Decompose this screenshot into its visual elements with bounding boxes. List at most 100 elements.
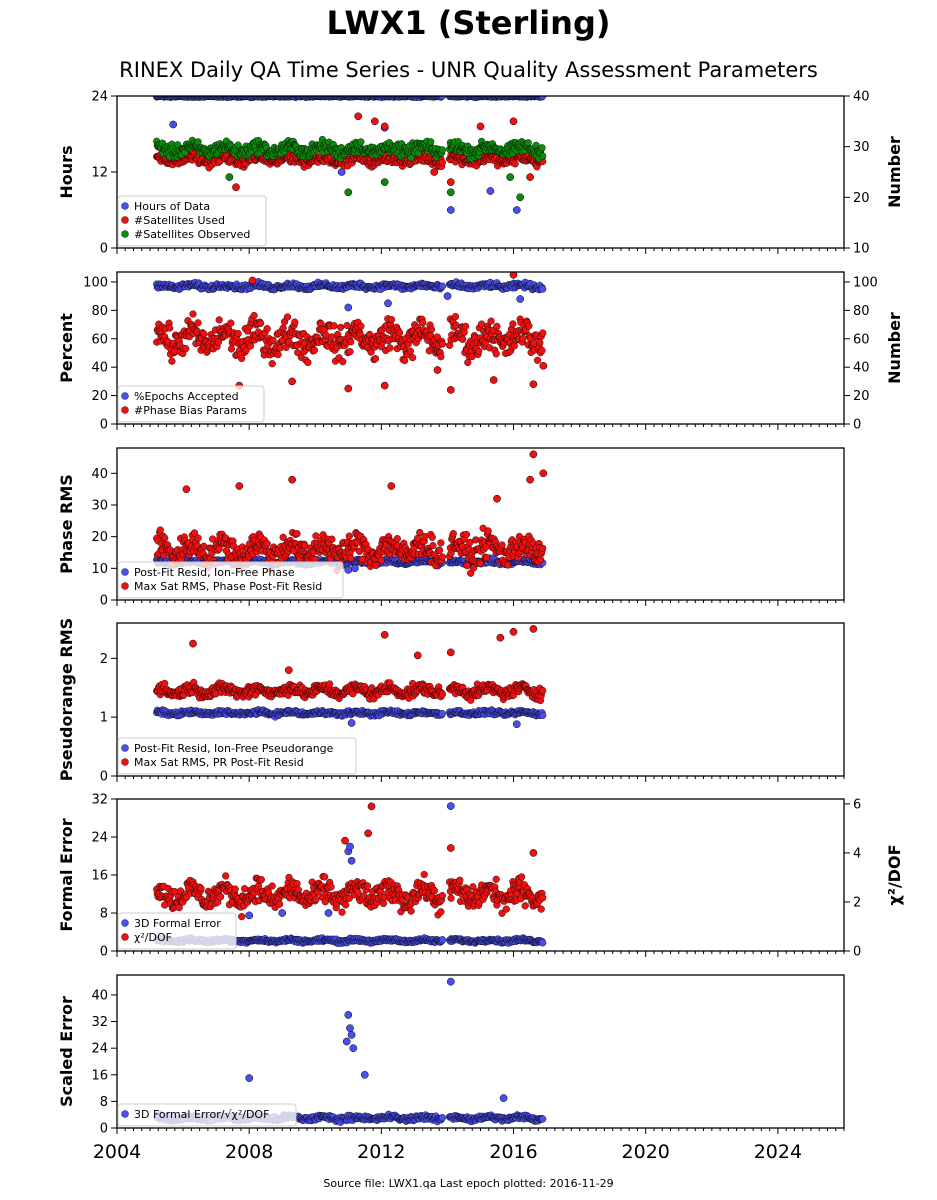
y-tick-label: 0 (100, 418, 108, 433)
data-point (539, 329, 547, 337)
y2-axis-label: Number (885, 312, 904, 384)
data-point-outlier (182, 485, 191, 494)
data-point-outlier (288, 475, 296, 484)
data-point (447, 549, 455, 557)
data-point-outlier (344, 566, 353, 574)
legend-entry: #Phase Bias Params (134, 404, 247, 417)
legend-marker (121, 216, 129, 224)
data-point (438, 158, 447, 167)
plot-area-4 (153, 625, 547, 729)
data-point-outlier (344, 188, 353, 197)
y2-tick-label: 100 (853, 275, 878, 290)
data-point (504, 561, 512, 569)
panel-2: 020406080100Percent020406080100Number%Ep… (57, 271, 904, 433)
data-point (227, 319, 235, 327)
series-green (153, 135, 547, 202)
data-point (345, 532, 353, 540)
data-point-outlier (232, 183, 240, 192)
data-point (536, 339, 544, 347)
data-point-outlier (512, 206, 521, 214)
data-point-outlier (344, 303, 353, 312)
data-point (493, 322, 501, 331)
series-blue (153, 278, 547, 312)
y-tick-label: 30 (91, 499, 108, 514)
data-point-outlier (248, 276, 257, 285)
data-point (257, 319, 265, 328)
data-point (401, 357, 409, 365)
data-point (433, 333, 441, 341)
data-point (377, 556, 385, 565)
data-point (168, 357, 176, 365)
y-tick-label: 24 (91, 90, 108, 105)
data-point-outlier (516, 193, 525, 202)
data-point (476, 559, 484, 567)
data-point-outlier (288, 377, 296, 386)
data-point (346, 348, 354, 356)
y2-axis-label: Number (885, 136, 904, 208)
y-tick-label: 10 (91, 562, 108, 577)
data-point (438, 146, 447, 154)
data-point-outlier (509, 272, 518, 279)
data-point (427, 138, 435, 146)
data-point (427, 325, 436, 334)
y-tick-label: 0 (100, 594, 108, 609)
data-point (416, 528, 424, 537)
legend-box (117, 385, 265, 423)
data-point-outlier (354, 112, 363, 121)
data-point-outlier (235, 482, 244, 490)
data-point (509, 320, 517, 328)
data-point-outlier (169, 120, 178, 129)
data-point (343, 321, 351, 330)
data-point-outlier (387, 482, 396, 490)
y2-tick-label: 40 (853, 90, 870, 105)
legend-marker (121, 202, 129, 210)
legend-marker (121, 392, 129, 400)
legend-marker (121, 230, 129, 238)
y2-tick-label: 10 (853, 242, 870, 257)
data-point (539, 152, 547, 160)
data-point (161, 679, 169, 688)
data-point (438, 690, 447, 698)
legend-entry: Post-Fit Resid, Ion-Free Phase (134, 566, 295, 579)
data-point (438, 709, 447, 718)
data-point (328, 535, 336, 543)
data-point-outlier (539, 469, 548, 478)
y-tick-label: 40 (91, 467, 108, 482)
data-point-outlier (526, 173, 534, 181)
y-tick-label: 60 (91, 332, 108, 347)
data-point-outlier (430, 168, 439, 176)
data-point (194, 319, 202, 327)
data-point (227, 345, 236, 353)
legend-entry: %Epochs Accepted (134, 390, 239, 403)
legend-entry: Max Sat RMS, Phase Post-Fit Resid (134, 580, 322, 593)
data-point (190, 529, 199, 537)
data-point-outlier (370, 117, 379, 126)
data-point (419, 319, 427, 327)
data-point (464, 358, 472, 367)
y2-tick-label: 60 (853, 332, 870, 347)
data-point (438, 553, 447, 561)
data-point (326, 680, 334, 688)
data-point-outlier (446, 386, 455, 394)
data-point (538, 346, 546, 355)
data-point (310, 346, 319, 354)
legend-entry: Hours of Data (134, 200, 210, 213)
data-point (279, 533, 287, 541)
data-point (194, 534, 202, 542)
y-axis-label: Phase RMS (57, 474, 76, 574)
data-point (339, 358, 347, 366)
legend-entry: #Satellites Used (134, 214, 225, 227)
y2-tick-label: 80 (853, 304, 870, 319)
series-blue (153, 96, 547, 214)
plot-area-2 (153, 272, 548, 394)
data-point-outlier (344, 384, 353, 393)
chart-title: LWX1 (Sterling) (326, 4, 611, 42)
data-point-outlier (506, 173, 515, 181)
data-point (156, 526, 164, 534)
data-point (215, 316, 223, 324)
y2-tick-label: 20 (853, 389, 870, 404)
data-point (437, 353, 445, 361)
y-tick-label: 100 (83, 275, 108, 290)
